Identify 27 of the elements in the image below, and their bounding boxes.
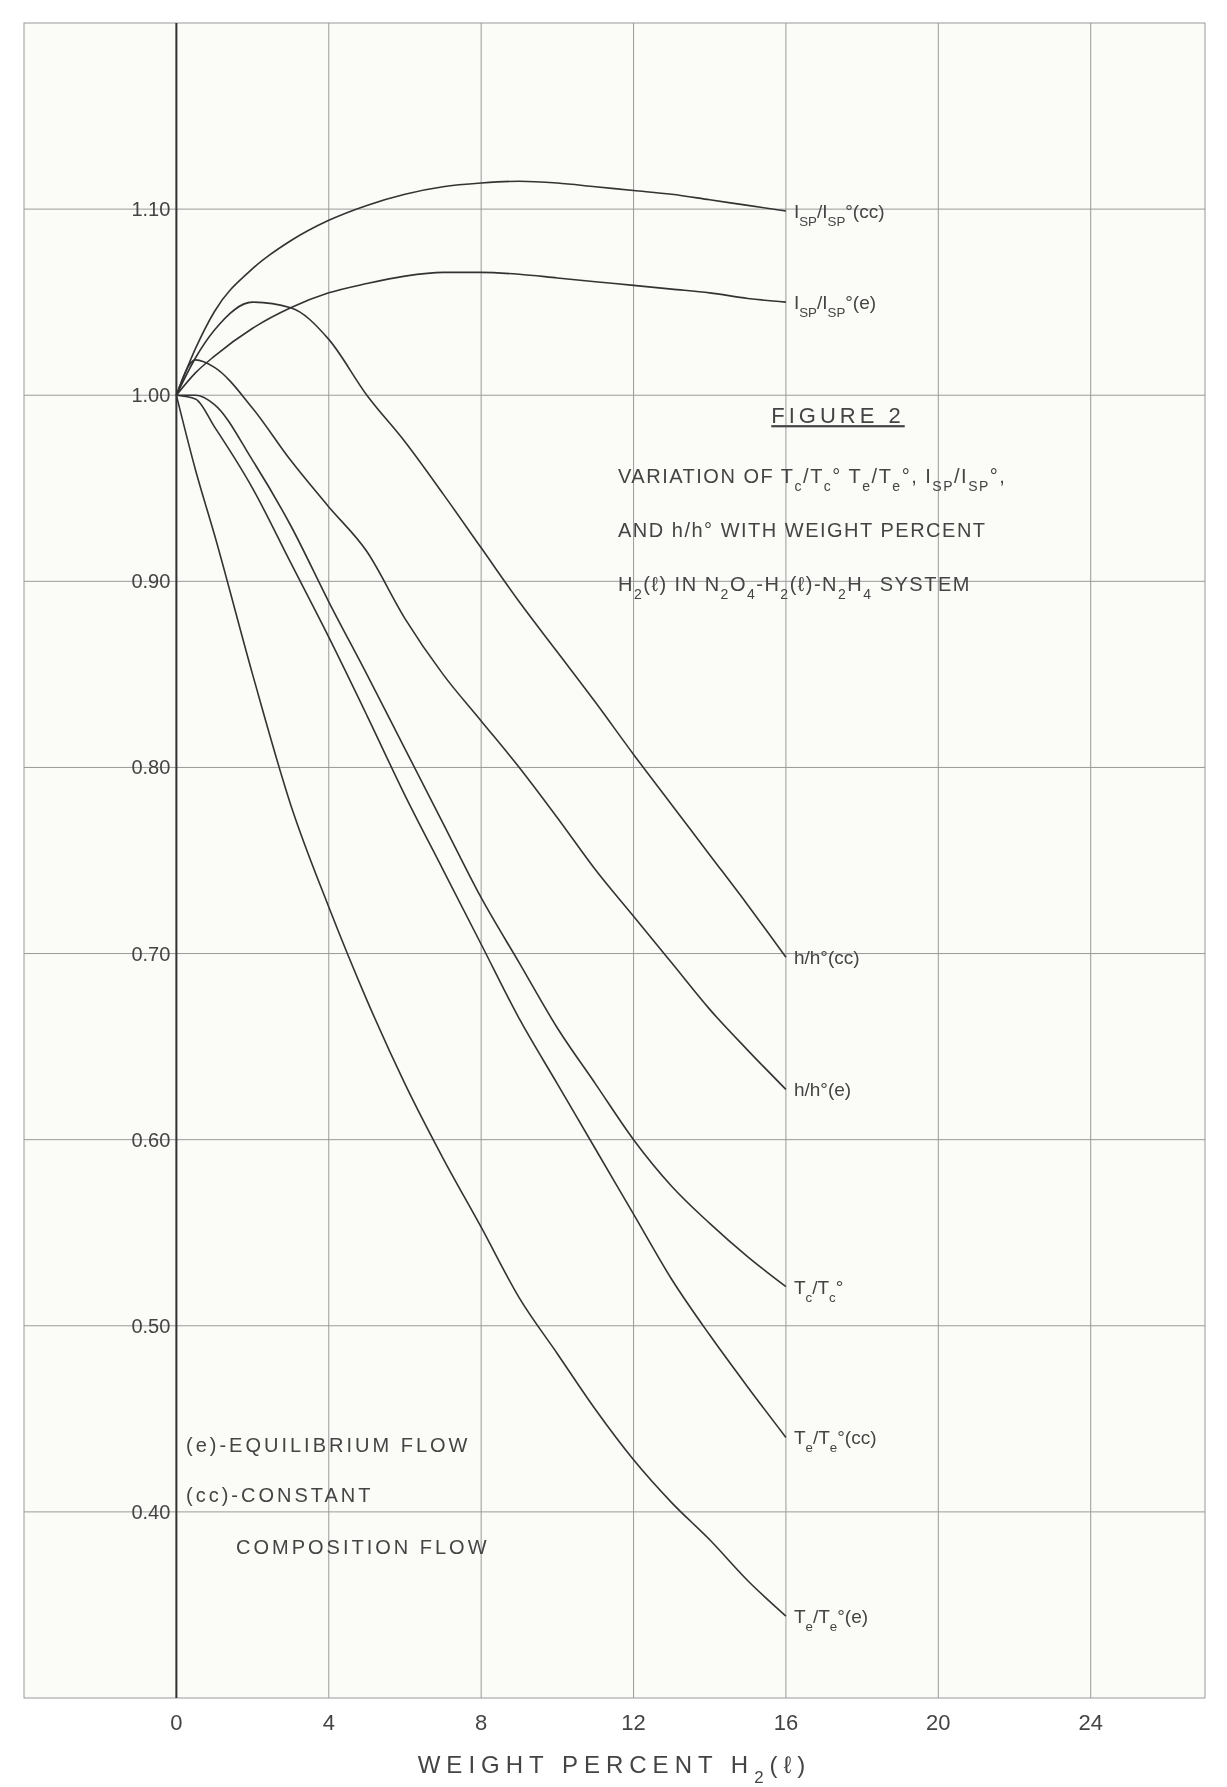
series-label: I$_{SP}$/I$_{SP}$°(cc) xyxy=(793,200,885,229)
x-tick-label: 0 xyxy=(170,1710,183,1735)
x-tick-label: 8 xyxy=(475,1710,488,1735)
y-tick-label: 1.10 xyxy=(131,198,171,221)
y-tick-label: 0.50 xyxy=(131,1314,171,1337)
y-tick-label: 0.70 xyxy=(131,942,171,965)
text: FIGURE 2 xyxy=(771,403,905,429)
x-tick-label: 12 xyxy=(621,1710,646,1735)
y-tick-label: 1.00 xyxy=(131,384,171,407)
x-axis-title: WEIGHT PERCENT H$_{2}$(ℓ) xyxy=(417,1751,812,1787)
x-tick-label: 4 xyxy=(322,1710,335,1735)
series-label: T$_{e}$/T$_{e}$°(e) xyxy=(793,1606,869,1634)
x-tick-label: 20 xyxy=(926,1710,951,1735)
annotation: (e)-EQUILIBRIUM FLOW xyxy=(186,1434,471,1457)
y-tick-label: 0.60 xyxy=(131,1128,171,1151)
x-tick-label: 24 xyxy=(1078,1710,1103,1735)
y-tick-label: 0.40 xyxy=(131,1500,171,1523)
series-label: T$_{c}$/T$_{c}$° xyxy=(793,1276,844,1305)
series-label: T$_{e}$/T$_{e}$°(cc) xyxy=(793,1427,877,1455)
x-tick-label: 16 xyxy=(773,1710,799,1735)
series-label: I$_{SP}$/I$_{SP}$°(e) xyxy=(793,292,877,320)
y-tick-label: 0.80 xyxy=(131,756,171,779)
series-label: h/h°(cc) xyxy=(793,947,860,969)
y-tick-label: 0.90 xyxy=(131,570,171,593)
text: VARIATION OF T$_{c}$/T$_{c}$° T$_{e}$/T$_{e}$°, I$_{SP}$/I$_{SP}$°, AND h/h° WITH WEIGHT PERCENT H$_{2}$(ℓ) IN N$_{2}$O$_{4}$-H$_{2}$(ℓ)-N$_{2}$H$_{4}$ SYSTEM xyxy=(618,464,1007,602)
series-label: h/h°(e) xyxy=(793,1079,852,1101)
text: (cc)-CONSTANT COMPOSITION FLOW xyxy=(186,1484,490,1559)
